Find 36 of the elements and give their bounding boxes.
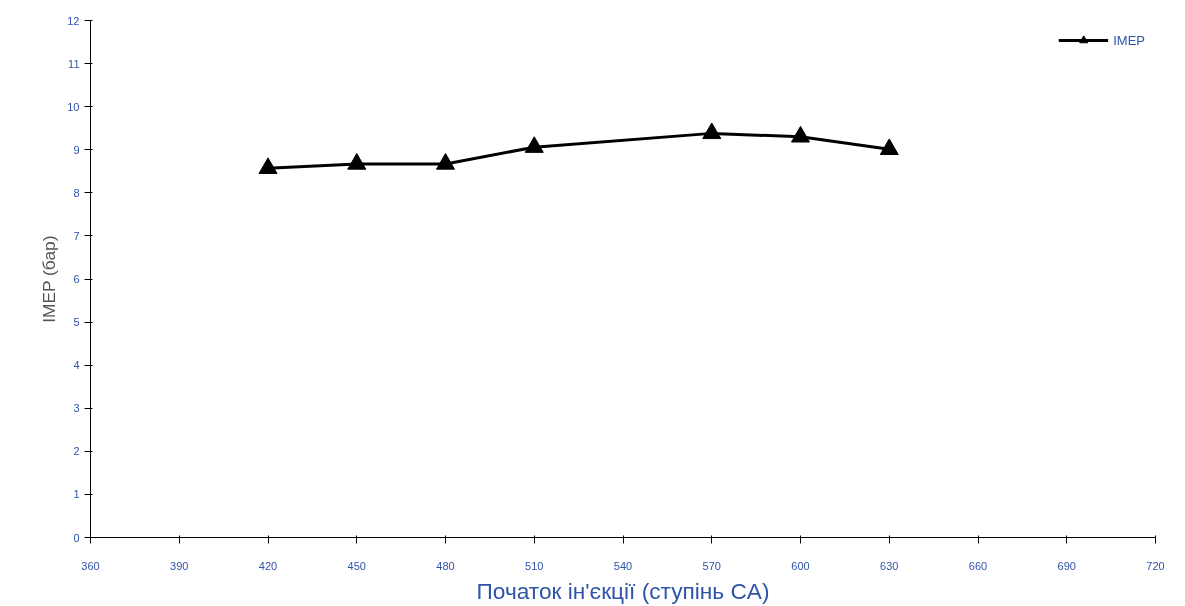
point — [702, 122, 722, 140]
point — [347, 153, 367, 170]
y-tick-label: 4 — [73, 359, 80, 372]
y-tick-label: 11 — [68, 57, 80, 70]
y-tick-label: 10 — [67, 100, 80, 113]
x-tick-label: 390 — [170, 559, 189, 572]
point — [436, 153, 455, 170]
x-tick-label: 420 — [258, 559, 278, 572]
y-tick-label: 5 — [73, 316, 80, 329]
x-axis-title: Початок ін'єкції (ступінь CA) — [476, 577, 770, 604]
legend-label: IMEP — [1113, 32, 1145, 48]
x-tick-label: 480 — [436, 559, 455, 572]
y-tick-label: 9 — [73, 143, 80, 156]
y-tick-label: 12 — [67, 14, 80, 27]
point — [524, 136, 544, 153]
y-tick-label: 6 — [73, 273, 80, 285]
y-tick-label: 2 — [73, 445, 80, 458]
point — [879, 138, 899, 156]
y-tick-label: 1 — [73, 488, 80, 501]
x-tick-label: 510 — [525, 559, 544, 572]
x-tick-label: 600 — [791, 559, 810, 572]
y-tick-label: 3 — [73, 402, 80, 415]
x-tick-label: 570 — [702, 559, 721, 572]
x-tick-label: 660 — [968, 559, 988, 572]
x-tick-label: 540 — [613, 559, 633, 572]
y-tick-label: 7 — [73, 229, 80, 242]
x-tick-label: 360 — [81, 559, 100, 572]
point — [258, 157, 278, 174]
y-axis-title: IMEP (бар) — [39, 235, 60, 323]
y-tick-label: 0 — [73, 531, 80, 544]
x-tick-label: 630 — [880, 559, 899, 572]
x-tick-label: 450 — [347, 559, 366, 572]
x-tick-label: 690 — [1057, 559, 1076, 572]
y-tick-label: 8 — [73, 186, 80, 199]
x-tick-label: 720 — [1146, 559, 1165, 572]
point — [791, 125, 810, 143]
